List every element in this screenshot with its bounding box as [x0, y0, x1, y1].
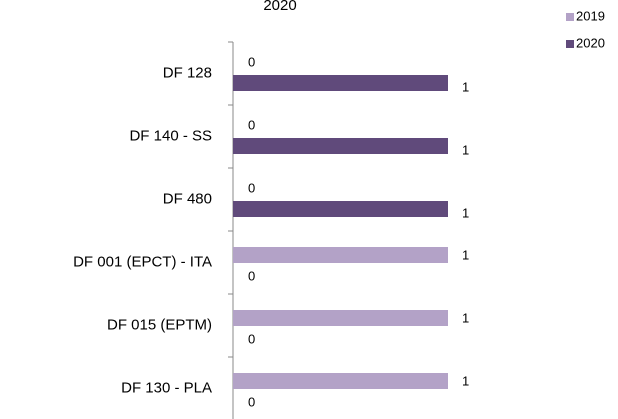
data-label: 1: [462, 247, 469, 262]
bar: [233, 373, 448, 389]
bar: [233, 75, 448, 91]
data-label: 1: [462, 205, 469, 220]
data-label: 1: [462, 373, 469, 388]
y-tick-label: DF 480: [163, 190, 212, 207]
y-tick-label: DF 140 - SS: [129, 127, 212, 144]
legend-label: 2019: [576, 8, 605, 23]
y-tick-label: DF 015 (EPTM): [107, 316, 212, 333]
data-label: 0: [248, 268, 255, 283]
data-label: 0: [248, 117, 255, 132]
data-label: 0: [248, 54, 255, 69]
legend-label: 2020: [576, 35, 605, 50]
bar: [233, 310, 448, 326]
y-tick-label: DF 001 (EPCT) - ITA: [73, 253, 212, 270]
chart-title: 2020: [263, 0, 296, 14]
bar: [233, 247, 448, 263]
data-label: 0: [248, 331, 255, 346]
bar: [233, 201, 448, 217]
y-tick-label: DF 130 - PLA: [121, 379, 212, 396]
legend-swatch: [566, 13, 574, 21]
data-label: 1: [462, 310, 469, 325]
data-label: 0: [248, 180, 255, 195]
data-label: 1: [462, 79, 469, 94]
bar: [233, 138, 448, 154]
data-label: 1: [462, 142, 469, 157]
legend-swatch: [566, 40, 574, 48]
y-tick-label: DF 128: [163, 64, 212, 81]
data-label: 0: [248, 394, 255, 409]
